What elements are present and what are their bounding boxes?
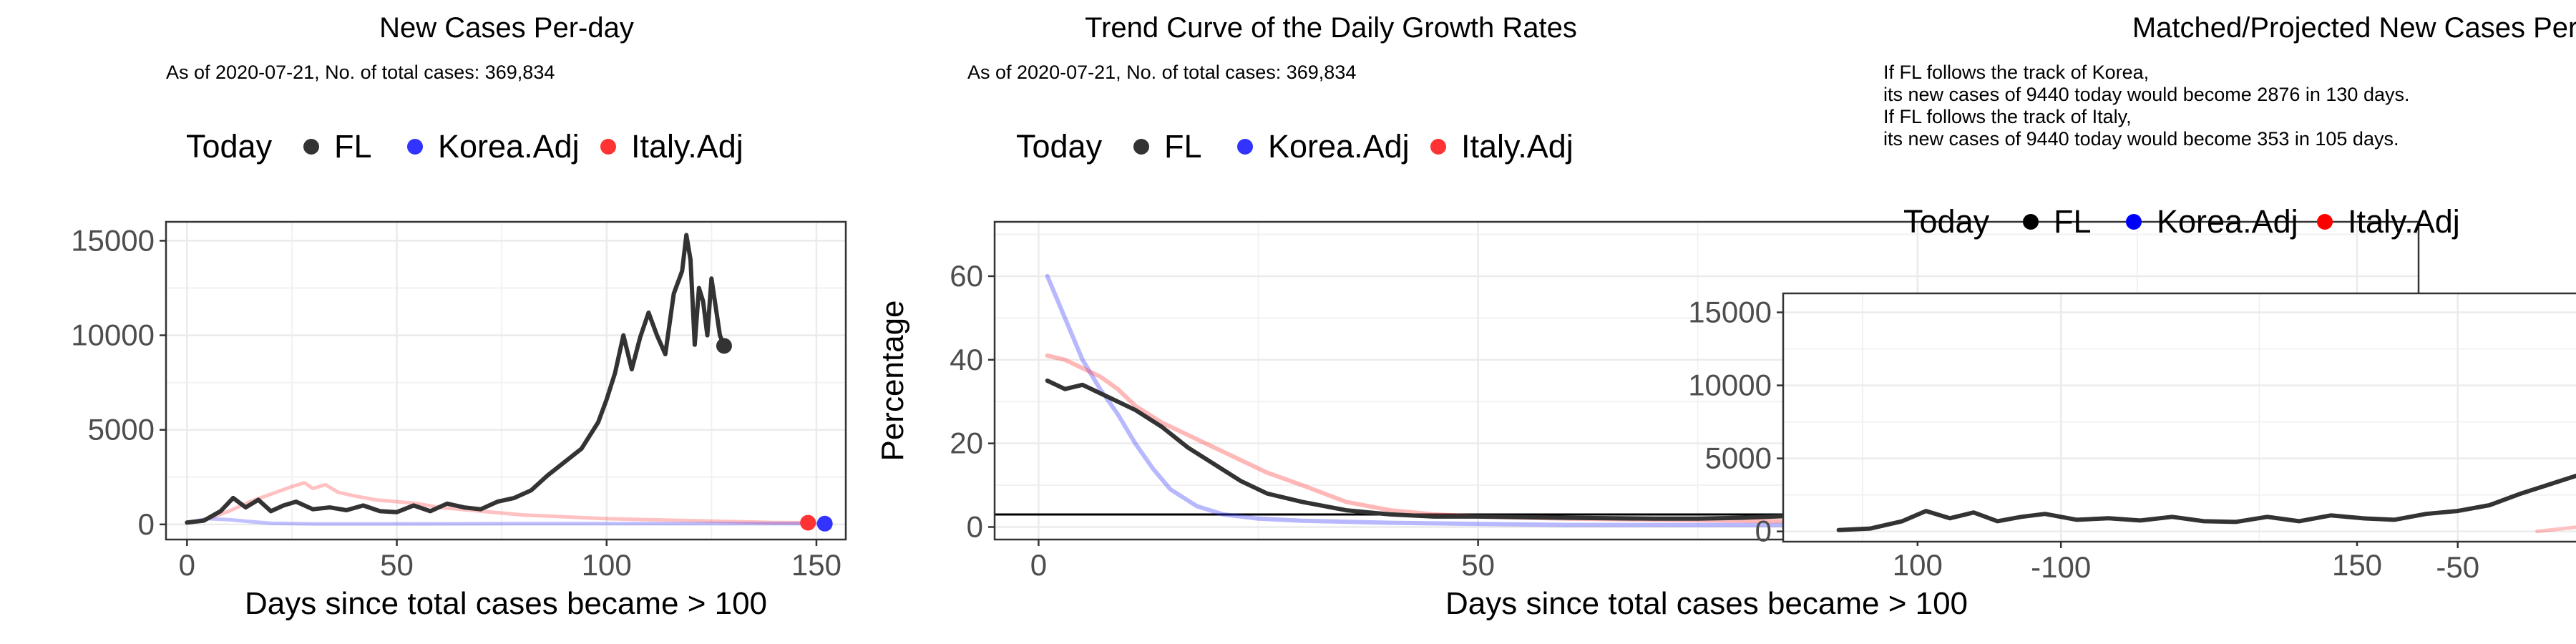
x-tick-label: 150	[2332, 548, 2382, 582]
series-group	[1836, 473, 2576, 534]
legend: Today FL Korea.Adj Italy.Adj	[1016, 128, 1574, 165]
legend-label: Italy.Adj	[2348, 203, 2460, 240]
legend-label: Korea.Adj	[2157, 203, 2298, 240]
legend-label: FL	[1164, 128, 1202, 165]
series-line-fl	[185, 233, 726, 525]
y-tick-label: 0	[1755, 514, 1772, 548]
y-tick-label: 0	[138, 507, 155, 541]
legend: Today FL Korea.Adj Italy.Adj	[186, 128, 743, 165]
plot-border	[1782, 292, 2576, 543]
y-tick-label: 10000	[1688, 369, 1772, 402]
legend-label: FL	[334, 128, 372, 165]
plot-background	[166, 222, 846, 540]
legend-label: Korea.Adj	[438, 128, 580, 165]
series-line-korea-adj	[1045, 273, 2377, 527]
legend-key-fl	[1133, 139, 1149, 155]
legend-key-fl	[2023, 214, 2039, 230]
chart-title: Matched/Projected New Cases Per-day	[2132, 12, 2576, 44]
series-line-korea-adj	[185, 517, 827, 526]
y-tick-label: 5000	[1705, 441, 1772, 475]
chart-title: Trend Curve of the Daily Growth Rates	[1085, 12, 1577, 44]
legend-key-korea-adj	[2126, 214, 2142, 230]
today-point-korea-adj	[816, 515, 833, 532]
x-tick-label: 0	[179, 548, 195, 582]
y-tick-label: 20	[950, 426, 983, 460]
today-point-fl	[716, 338, 732, 354]
legend-key-korea-adj	[1237, 139, 1253, 155]
chart-title: New Cases Per-day	[379, 12, 634, 44]
x-tick-label: -100	[2031, 550, 2091, 584]
x-tick-label: 50	[1461, 548, 1495, 582]
grid	[166, 222, 846, 540]
legend-key-italy-adj	[2317, 214, 2333, 230]
x-tick-label: 0	[1030, 548, 1047, 582]
x-tick-label: 100	[1893, 548, 1943, 582]
legend-key-fl	[303, 139, 319, 155]
chart-subtitle-line: its new cases of 9440 today would become…	[1883, 84, 2409, 105]
plot-border	[165, 220, 847, 541]
series-line-italy-adj	[185, 481, 810, 525]
legend-key-korea-adj	[407, 139, 423, 155]
y-tick-label: 15000	[71, 223, 155, 257]
legend-label: FL	[2054, 203, 2092, 240]
y-tick-label: 40	[950, 343, 983, 376]
legend-key-italy-adj	[1430, 139, 1446, 155]
x-tick-label: 50	[380, 548, 414, 582]
legend-label: Korea.Adj	[1268, 128, 1410, 165]
x-tick-label: 150	[791, 548, 841, 582]
chart-subtitle-line: If FL follows the track of Korea,	[1883, 62, 2149, 83]
x-tick-label: -50	[2436, 550, 2479, 584]
y-tick-label: 5000	[88, 413, 155, 447]
chart-subtitle-line: As of 2020-07-21, No. of total cases: 36…	[967, 62, 1356, 83]
plot-background	[1783, 293, 2576, 542]
legend-title: Today	[186, 128, 273, 165]
legend-key-italy-adj	[600, 139, 616, 155]
chart-subtitle-line: If FL follows the track of Italy,	[1883, 106, 2132, 127]
x-axis-title: Days since total cases became > 100	[245, 586, 767, 621]
legend-label: Italy.Adj	[1461, 128, 1574, 165]
series-group	[185, 233, 827, 526]
legend-label: Italy.Adj	[631, 128, 743, 165]
chart-subtitle-line: its new cases of 9440 today would become…	[1883, 128, 2399, 150]
x-axis-title: Days since total cases became > 100	[1445, 586, 1968, 621]
y-tick-label: 10000	[71, 318, 155, 352]
legend-title: Today	[1016, 128, 1103, 165]
y-axis-title: Percentage	[875, 300, 910, 461]
y-tick-label: 60	[950, 259, 983, 293]
chart-subtitle-line: As of 2020-07-21, No. of total cases: 36…	[166, 62, 555, 83]
x-tick-label: 100	[582, 548, 632, 582]
today-point-italy-adj	[800, 514, 816, 531]
legend-title: Today	[1903, 203, 1990, 240]
grid	[1783, 293, 2576, 542]
y-tick-label: 15000	[1688, 296, 1772, 329]
y-tick-label: 0	[967, 509, 983, 543]
legend: Today FL Korea.Adj Italy.Adj	[1903, 203, 2460, 240]
series-line-fl	[1836, 473, 2576, 532]
chart-panel-3: Matched/Projected New Cases Per-day If FL…	[1688, 12, 2576, 584]
chart-panel-1: New Cases Per-day As of 2020-07-21, No. o…	[71, 12, 847, 621]
